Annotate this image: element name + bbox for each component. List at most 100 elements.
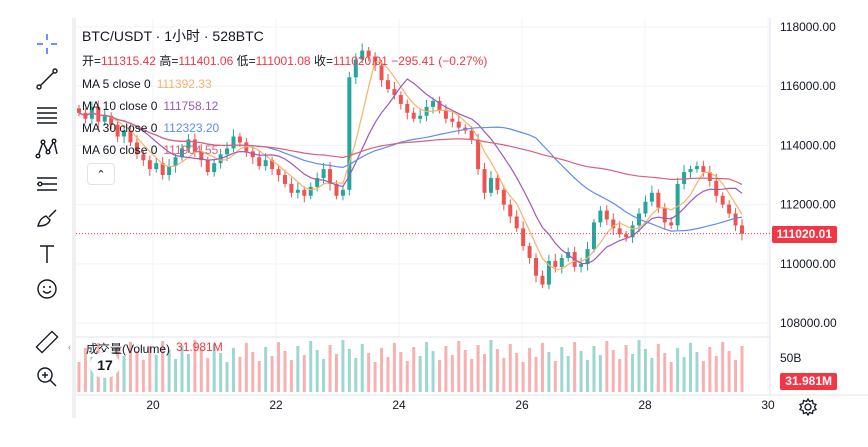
- volume-bar: [296, 346, 300, 392]
- volume-bar: [643, 349, 647, 392]
- volume-bar: [676, 348, 680, 392]
- candle-body: [604, 210, 609, 220]
- candle-body: [122, 130, 127, 137]
- candle-body: [521, 228, 526, 247]
- ma-line-10: [78, 78, 743, 265]
- horizontal-lines-icon[interactable]: [30, 100, 64, 128]
- candle-body: [405, 103, 410, 113]
- candle-body: [398, 95, 403, 104]
- volume-bar: [212, 344, 216, 392]
- candle-body: [624, 234, 629, 238]
- time-axis-label: 20: [146, 398, 160, 412]
- volume-bar: [167, 350, 171, 392]
- volume-bar: [135, 351, 139, 392]
- candle-body: [199, 151, 204, 161]
- volume-bar: [598, 355, 602, 392]
- candle-body: [431, 100, 436, 107]
- candle-body: [611, 219, 616, 229]
- candle-body: [134, 142, 139, 155]
- candle-body: [334, 183, 339, 196]
- pattern-icon[interactable]: [30, 135, 64, 163]
- volume-bar: [334, 354, 338, 392]
- ma60-legend[interactable]: MA 60 close 0 111904.55: [82, 143, 219, 157]
- candle-body: [77, 108, 81, 113]
- volume-bar: [740, 346, 744, 392]
- time-axis-label: 26: [515, 398, 529, 412]
- symbol-title[interactable]: BTC/USDT · 1小时 · 528BTC: [82, 28, 264, 44]
- volume-bar: [489, 340, 493, 392]
- volume-bar: [283, 351, 287, 392]
- volume-bar: [354, 358, 358, 392]
- volume-bar: [701, 361, 705, 392]
- volume-bar: [193, 340, 197, 392]
- candle-body: [179, 148, 184, 158]
- volume-bar: [315, 350, 319, 392]
- candle-body: [579, 263, 584, 267]
- ohlc-values: 开=111315.42 高=111401.06 低=111001.08 收=11…: [82, 54, 488, 68]
- volume-bar: [186, 354, 190, 392]
- volume-bar: [264, 347, 268, 392]
- volume-tag: 31.981M: [780, 373, 837, 390]
- candle-body: [353, 59, 358, 78]
- ma-line-60: [78, 112, 743, 185]
- volume-bar: [656, 344, 660, 392]
- zoom-in-icon[interactable]: [30, 363, 64, 391]
- candle-body: [295, 189, 300, 193]
- candle-body: [630, 225, 635, 238]
- candle-body: [540, 275, 545, 285]
- candle-body: [740, 225, 744, 234]
- settings-gear-icon[interactable]: [798, 397, 818, 417]
- candle-body: [102, 115, 107, 122]
- volume-bar: [251, 352, 255, 392]
- volume-bar: [727, 351, 731, 392]
- legend-collapse-button[interactable]: ⌃: [87, 163, 115, 185]
- volume-axis-label: 50B: [780, 351, 801, 365]
- volume-bar: [257, 361, 261, 392]
- candle-body: [96, 106, 101, 122]
- last-price-tag: 111020.01: [771, 225, 837, 243]
- volume-bar: [637, 340, 641, 392]
- brush-icon[interactable]: [30, 205, 64, 233]
- volume-bar: [592, 346, 596, 392]
- candle-body: [418, 115, 423, 119]
- candle-body: [225, 148, 230, 155]
- candle-body: [546, 260, 551, 285]
- volume-bar: [399, 352, 403, 392]
- candle-body: [682, 172, 687, 184]
- volume-bar: [708, 347, 712, 392]
- trend-line-icon[interactable]: [30, 65, 64, 93]
- ruler-icon[interactable]: [30, 328, 64, 356]
- candle-body: [315, 177, 320, 187]
- candle-body: [205, 160, 210, 173]
- volume-bar: [373, 362, 377, 392]
- candle-body: [656, 192, 661, 208]
- candle-body: [476, 139, 481, 170]
- collapse-arrow-icon[interactable]: ‹: [68, 342, 71, 352]
- volume-bar: [579, 351, 583, 392]
- candle-body: [154, 163, 159, 170]
- volume-bar: [90, 357, 94, 392]
- toolbar-divider: [72, 18, 76, 418]
- text-tool-icon[interactable]: [30, 240, 64, 268]
- emoji-icon[interactable]: [30, 275, 64, 303]
- crosshair-icon[interactable]: [30, 30, 64, 58]
- volume-bar: [508, 344, 512, 392]
- volume-bar: [141, 360, 145, 392]
- candle-body: [360, 50, 365, 60]
- candle-body: [437, 100, 442, 110]
- volume-bar: [528, 348, 532, 392]
- volume-bar: [714, 356, 718, 392]
- volume-bar: [476, 345, 480, 392]
- ma30-legend[interactable]: MA 30 close 0 112323.20: [82, 121, 220, 135]
- volume-bar: [515, 353, 519, 392]
- fib-retracement-icon[interactable]: [30, 170, 64, 198]
- ma5-legend[interactable]: MA 5 close 0 111392.33: [82, 77, 212, 91]
- ma10-legend[interactable]: MA 10 close 0 111758.12: [82, 99, 219, 113]
- price-axis-label: 116000.00: [780, 79, 836, 93]
- candle-body: [128, 130, 133, 143]
- candle-body: [714, 180, 719, 196]
- candle-body: [276, 169, 281, 176]
- volume-bar: [418, 356, 422, 392]
- price-axis-label: 114000.00: [780, 138, 836, 152]
